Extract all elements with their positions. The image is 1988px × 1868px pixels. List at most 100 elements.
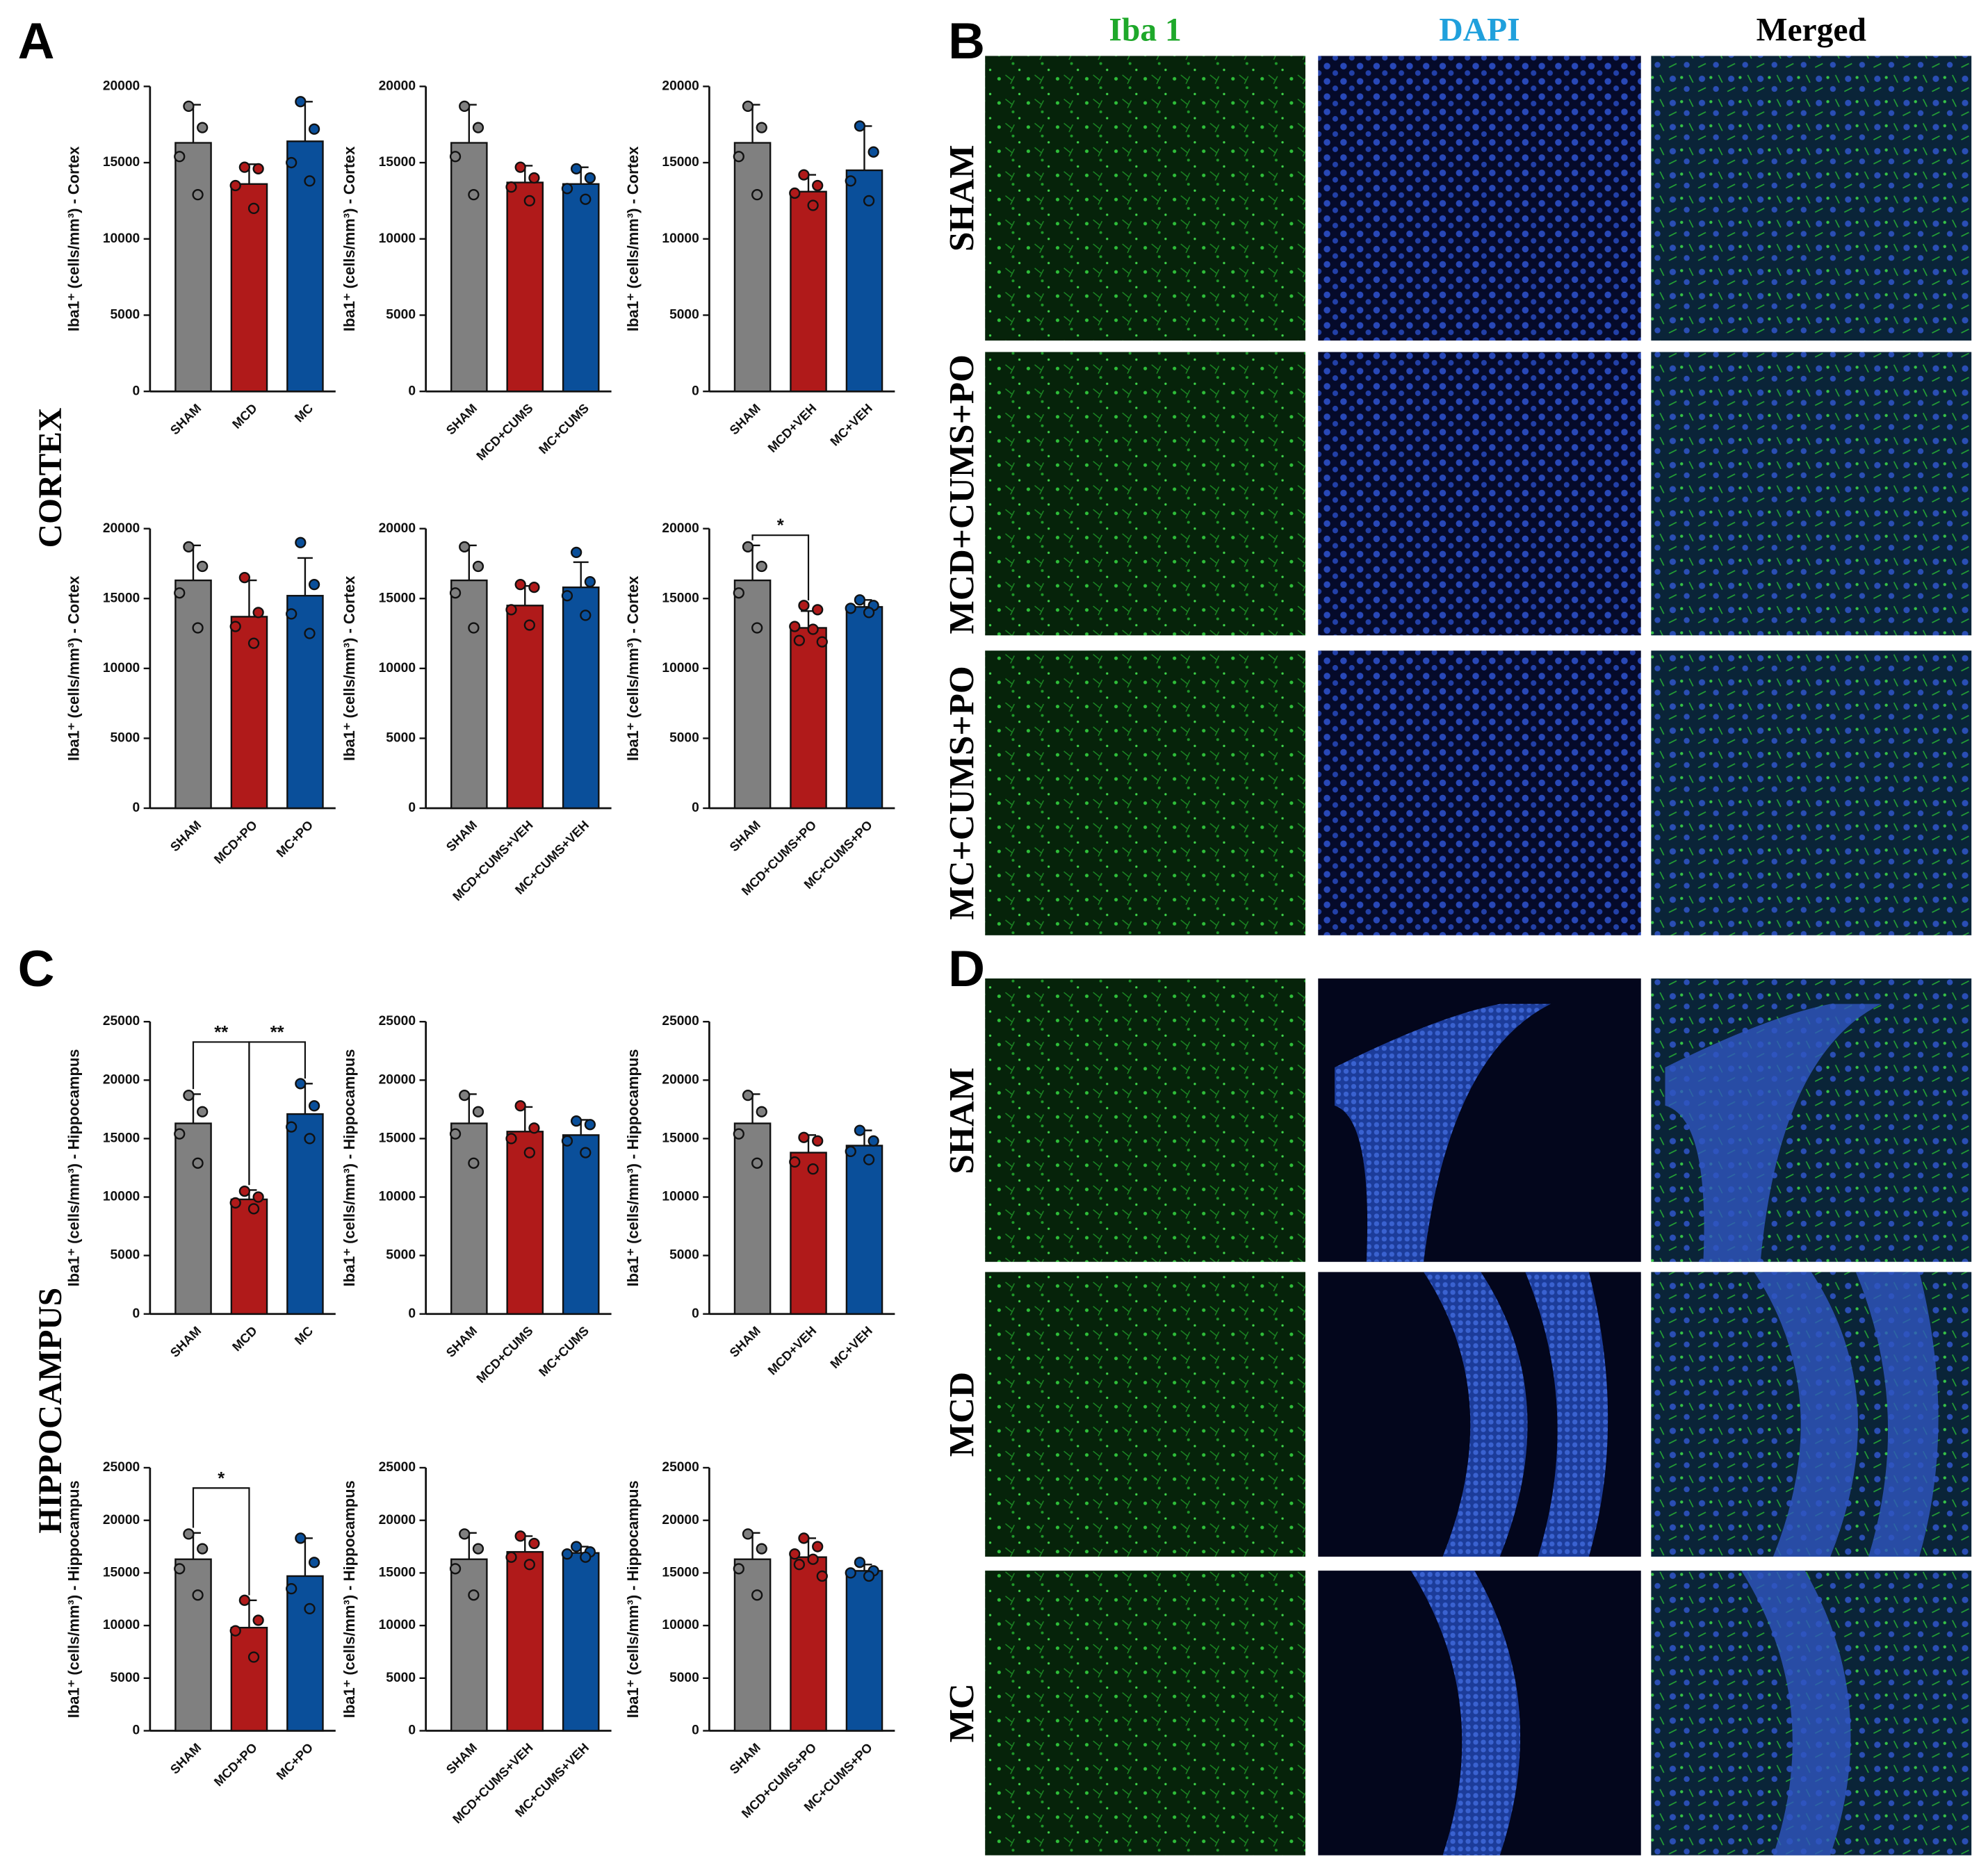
- data-point: [247, 1203, 260, 1215]
- bar: [450, 1558, 488, 1732]
- y-tick-label: 0: [133, 1306, 140, 1321]
- row-label: SHAM: [943, 145, 982, 252]
- data-point: [505, 1133, 517, 1145]
- y-tick-label: 5000: [111, 1248, 140, 1263]
- data-point: [247, 637, 260, 649]
- image: [1318, 56, 1641, 341]
- bar-chart: 0 5000 10000 15000 20000 25000 Iba1⁺ (cells/mm…: [341, 1460, 612, 1826]
- bar: [506, 1550, 544, 1732]
- y-tick-label: 20000: [103, 79, 140, 93]
- y-tick-label: 5000: [386, 308, 416, 322]
- bar-chart: 0 5000 10000 15000 20000 Iba1⁺ (cells/mm³) - …: [624, 79, 895, 455]
- data-point: [584, 575, 596, 588]
- x-tick-label: MC+PO: [273, 1740, 316, 1783]
- x-tick-label: MCD: [229, 401, 260, 432]
- data-point: [854, 1557, 866, 1568]
- data-point: [807, 623, 819, 635]
- bar: [230, 183, 268, 393]
- data-point: [798, 600, 810, 612]
- bar: [562, 1134, 600, 1315]
- row-label: MC+CUMS+PO: [943, 666, 982, 919]
- data-point: [183, 541, 195, 552]
- data-point: [584, 172, 596, 184]
- data-point: [863, 607, 875, 618]
- data-point: [561, 1548, 573, 1560]
- y-tick-label: 20000: [379, 521, 416, 536]
- data-point: [523, 195, 535, 207]
- data-point: [197, 560, 209, 573]
- data-point: [789, 187, 801, 199]
- y-tick-label: 15000: [103, 1565, 140, 1580]
- data-point: [733, 151, 744, 163]
- y-axis-label: Iba1⁺ (cells/mm³) - Cortex: [65, 575, 82, 761]
- data-point: [514, 1530, 526, 1542]
- data-point: [751, 622, 763, 634]
- data-point: [229, 179, 241, 192]
- y-tick-label: 5000: [669, 308, 699, 322]
- error-bar: [297, 557, 313, 596]
- x-tick-label: MCD+PO: [211, 1740, 259, 1789]
- x-tick-label: MC+VEH: [827, 401, 875, 449]
- y-tick-label: 10000: [103, 1618, 140, 1632]
- y-tick-label: 10000: [379, 1618, 416, 1632]
- y-tick-label: 10000: [662, 1618, 699, 1632]
- y-tick-label: 0: [408, 384, 416, 398]
- y-axis-label: Iba1⁺ (cells/mm³) - Cortex: [341, 575, 358, 761]
- image: [1318, 352, 1641, 636]
- bar: [790, 190, 827, 393]
- image: [1651, 56, 1972, 341]
- x-tick-label: MC: [291, 1323, 316, 1347]
- data-point: [286, 1582, 298, 1595]
- data-point: [286, 1121, 298, 1133]
- y-tick-label: 15000: [103, 1131, 140, 1145]
- x-tick-label: MCD+PO: [211, 817, 259, 866]
- data-point: [561, 1135, 573, 1147]
- y-tick-label: 10000: [379, 661, 416, 675]
- image: [1318, 650, 1641, 935]
- y-axis-label: Iba1⁺ (cells/mm³) - Hippocampus: [341, 1049, 358, 1286]
- data-point: [472, 1543, 484, 1555]
- bar-chart: 0 5000 10000 15000 20000 25000 Iba1⁺ (cells/mm…: [624, 1460, 895, 1821]
- bar-chart: 0 5000 10000 15000 20000 Iba1⁺ (cells/mm³) - …: [65, 79, 336, 437]
- data-point: [733, 1563, 744, 1575]
- y-tick-label: 0: [692, 801, 699, 815]
- data-point: [295, 1078, 307, 1090]
- panel-label: B: [948, 13, 985, 69]
- row-label: MCD: [943, 1372, 982, 1457]
- y-tick-label: 5000: [669, 730, 699, 745]
- data-point: [468, 188, 480, 201]
- bar: [174, 1558, 212, 1732]
- x-tick-label: MCD: [229, 1323, 260, 1354]
- data-point: [523, 1147, 535, 1158]
- data-point: [308, 1100, 320, 1112]
- y-tick-label: 10000: [103, 231, 140, 246]
- data-point: [197, 122, 209, 133]
- row-label: SHAM: [943, 1067, 982, 1174]
- x-tick-label: MC+VEH: [827, 1323, 875, 1371]
- y-tick-label: 20000: [662, 1072, 699, 1087]
- x-tick-label: MCD+VEH: [765, 1323, 819, 1377]
- x-tick-label: SHAM: [443, 1740, 480, 1777]
- y-tick-label: 5000: [386, 1248, 416, 1263]
- x-tick-label: MCD+CUMS: [473, 401, 536, 464]
- data-point: [238, 161, 251, 173]
- data-point: [798, 1131, 810, 1143]
- y-tick-label: 5000: [669, 1671, 699, 1685]
- y-tick-label: 15000: [662, 1131, 699, 1145]
- y-tick-label: 10000: [662, 1190, 699, 1204]
- data-point: [472, 560, 484, 573]
- bar: [506, 1131, 544, 1315]
- data-point: [505, 181, 517, 193]
- data-point: [192, 188, 204, 201]
- data-point: [174, 1563, 186, 1575]
- image: [985, 978, 1305, 1262]
- data-point: [459, 1528, 471, 1540]
- y-tick-label: 20000: [662, 521, 699, 536]
- data-point: [863, 1154, 875, 1165]
- y-tick-label: 25000: [103, 1014, 140, 1029]
- data-point: [304, 628, 316, 639]
- image: [1651, 352, 1972, 636]
- significance-label: *: [218, 1469, 225, 1489]
- micrographs-d: [985, 978, 1972, 1855]
- bar: [286, 595, 324, 810]
